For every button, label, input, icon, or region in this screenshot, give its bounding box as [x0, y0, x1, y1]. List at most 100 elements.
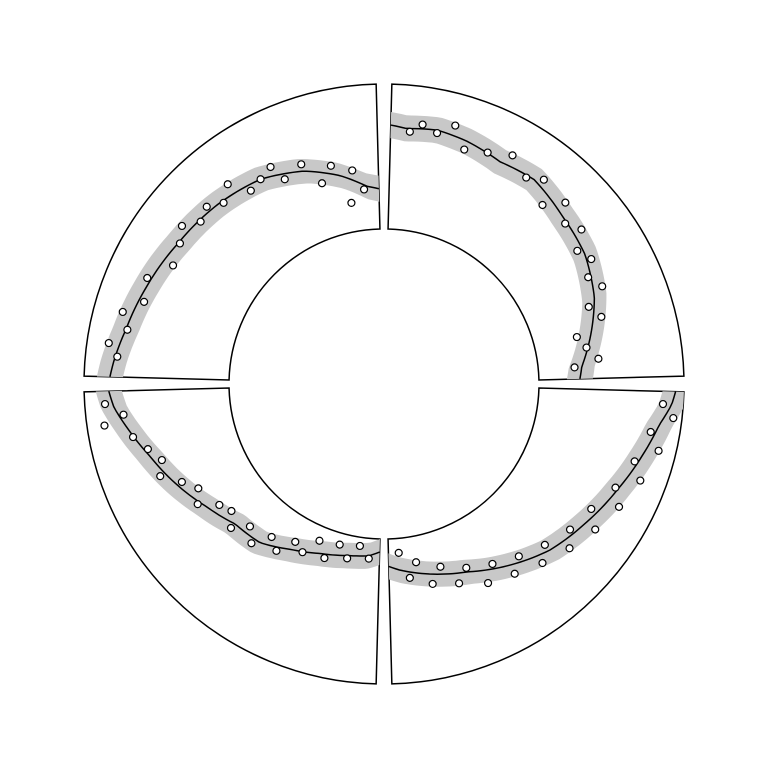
data-point [437, 563, 444, 570]
data-point [321, 555, 328, 562]
data-point [489, 560, 496, 567]
data-point [395, 549, 402, 556]
data-point [585, 303, 592, 310]
data-point [578, 226, 585, 233]
data-point [273, 547, 280, 554]
data-point [571, 364, 578, 371]
data-point [105, 340, 112, 347]
data-point [670, 415, 677, 422]
data-point [292, 538, 299, 545]
data-point [119, 308, 126, 315]
data-point [228, 508, 235, 515]
data-point [336, 541, 343, 548]
data-point [203, 203, 210, 210]
data-point [102, 401, 109, 408]
data-point [327, 162, 334, 169]
data-point [509, 152, 516, 159]
data-point [540, 176, 547, 183]
data-point [659, 401, 666, 408]
data-point [101, 422, 108, 429]
data-point [598, 313, 605, 320]
sector-bottom-left [84, 388, 380, 684]
data-point [268, 533, 275, 540]
data-point [429, 580, 436, 587]
data-point [566, 545, 573, 552]
circular-scatter-chart [0, 0, 768, 768]
data-point [588, 505, 595, 512]
data-point [406, 128, 413, 135]
data-point [356, 542, 363, 549]
data-point [573, 334, 580, 341]
data-point [637, 477, 644, 484]
data-point [539, 560, 546, 567]
data-point [319, 180, 326, 187]
data-point [348, 199, 355, 206]
data-point [197, 218, 204, 225]
data-point [365, 555, 372, 562]
data-point [595, 355, 602, 362]
data-point [120, 411, 127, 418]
data-point [616, 503, 623, 510]
data-point [592, 526, 599, 533]
data-point [141, 298, 148, 305]
data-point [170, 262, 177, 269]
data-point [316, 537, 323, 544]
data-point [463, 564, 470, 571]
data-point [281, 176, 288, 183]
data-point [144, 274, 151, 281]
data-point [655, 447, 662, 454]
data-point [361, 186, 368, 193]
sector-bottom-right [388, 388, 684, 684]
data-point [114, 353, 121, 360]
data-point [515, 553, 522, 560]
data-point [485, 580, 492, 587]
confidence-band [388, 391, 683, 586]
data-point [585, 274, 592, 281]
data-point [588, 256, 595, 263]
data-point [461, 146, 468, 153]
data-point [612, 484, 619, 491]
data-point [349, 167, 356, 174]
sector-top-right [388, 84, 684, 380]
data-point [574, 247, 581, 254]
data-point [130, 434, 137, 441]
data-point [406, 574, 413, 581]
data-point [247, 187, 254, 194]
data-point [195, 485, 202, 492]
data-point [248, 540, 255, 547]
data-point [299, 549, 306, 556]
sector-frame [388, 388, 684, 684]
data-point [452, 122, 459, 129]
data-point [344, 555, 351, 562]
data-point [144, 446, 151, 453]
data-point [541, 541, 548, 548]
data-point [220, 199, 227, 206]
data-point [298, 161, 305, 168]
data-point [267, 163, 274, 170]
data-point [194, 501, 201, 508]
data-point [562, 199, 569, 206]
data-point [157, 473, 164, 480]
data-point [178, 478, 185, 485]
data-point [257, 176, 264, 183]
data-point [567, 526, 574, 533]
data-point [224, 181, 231, 188]
data-point [419, 121, 426, 128]
data-point [456, 580, 463, 587]
data-point [158, 457, 165, 464]
data-point [434, 130, 441, 137]
data-point [583, 344, 590, 351]
data-point [562, 220, 569, 227]
data-point [599, 283, 606, 290]
data-point [124, 326, 131, 333]
data-point [178, 222, 185, 229]
data-point [631, 458, 638, 465]
data-point [511, 570, 518, 577]
data-point [539, 201, 546, 208]
data-point [216, 501, 223, 508]
data-point [246, 523, 253, 530]
data-point [413, 559, 420, 566]
data-point [227, 524, 234, 531]
data-point [523, 174, 530, 181]
data-point [484, 149, 491, 156]
